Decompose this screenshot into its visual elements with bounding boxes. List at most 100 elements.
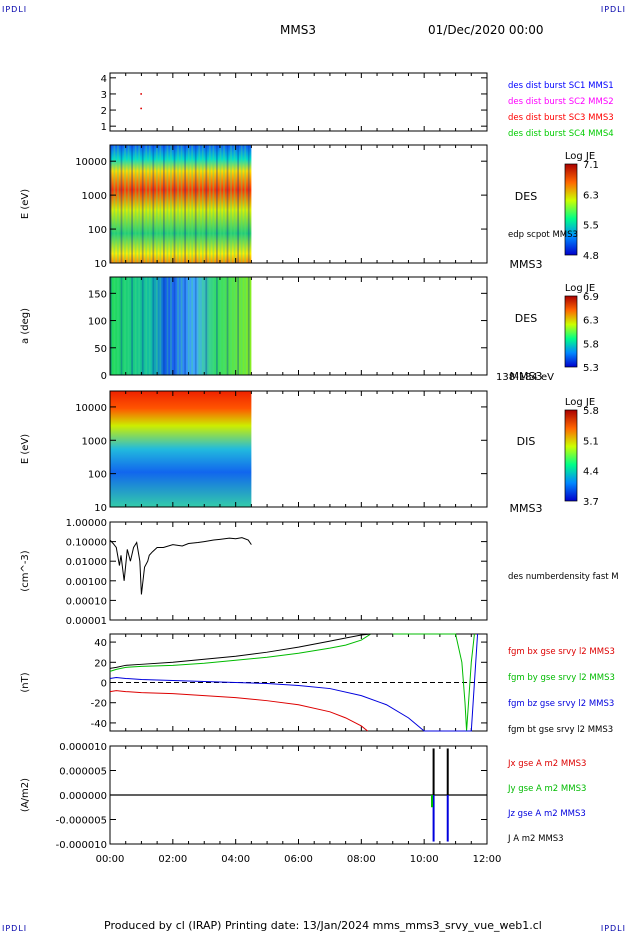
panel2-spectrogram-stripe [134, 145, 137, 263]
panel3-spectrogram-stripe [152, 277, 155, 375]
panel7-x-tick-label: 04:00 [221, 854, 250, 865]
panel6-series-line [109, 633, 475, 732]
panel6-series-line [109, 633, 479, 732]
panel3-spectrogram-stripe [240, 277, 243, 375]
panel2-spectrogram-stripe [247, 145, 250, 263]
panel7-x-tick-label: 00:00 [96, 854, 125, 865]
panel4-instrument-label: MMS3 [510, 502, 543, 515]
panel2-spectrogram-stripe [148, 145, 151, 263]
panel2-spectrogram-stripe [201, 145, 204, 263]
panel3-spectrogram-stripe [117, 277, 119, 375]
panel2-spectrogram-stripe [244, 145, 247, 263]
panel2-y-axis-label: E (eV) [20, 189, 31, 219]
panel3-spectrogram-stripe [113, 277, 116, 375]
panel5-frame [109, 521, 488, 621]
panel7-y-tick-label: 0.000010 [59, 742, 107, 753]
panel3-colorbar-tick-label: 5.8 [583, 339, 599, 350]
date-title: 01/Dec/2020 00:00 [428, 23, 544, 37]
panel7-legend-entry: Jz gse A m2 MMS3 [507, 809, 586, 819]
panel3-spectrogram-stripe [216, 277, 218, 375]
panel2-spectrogram-stripe [237, 145, 240, 263]
panel5-y-tick-label: 0.01000 [66, 557, 107, 568]
panel3-spectrogram [110, 277, 252, 375]
panel1-legend-entry: des dist burst SC1 MMS1 [508, 81, 614, 91]
panel3-spectrogram-stripe [219, 277, 222, 375]
panel3-spectrogram-stripe [148, 277, 151, 375]
panel2-spectrogram-stripe [180, 145, 183, 263]
panel2-spectrogram-stripe [219, 145, 222, 263]
panel3-spectrogram-stripe [141, 277, 144, 375]
panel6-y-tick-label: 0 [101, 679, 107, 690]
panel6-y-tick-label: -40 [91, 719, 107, 730]
panel3-spectrogram-stripe [155, 277, 158, 375]
panel6-y-tick-label: 40 [94, 638, 107, 649]
panel4-colorbar-tick-label: 4.4 [583, 467, 599, 478]
panel4-colorbar-tick-label: 5.1 [583, 436, 599, 447]
panel4-y-tick-label: 10000 [75, 403, 107, 414]
panel6-legend-entry: fgm bx gse srvy l2 MMS3 [508, 647, 615, 657]
panel3-spectrogram-stripe [187, 277, 190, 375]
panel3-spectrogram-stripe [163, 277, 165, 375]
panel7-x-tick-label: 06:00 [284, 854, 313, 865]
panel5-y-tick-label: 0.00010 [66, 596, 107, 607]
panel2-spectrogram-stripe [184, 145, 186, 263]
panel2-spectrogram-stripe [145, 145, 148, 263]
panel1-y-tick-label: 4 [101, 74, 107, 85]
panel2-spectrogram-stripe [191, 145, 194, 263]
panel3-spectrogram-stripe [247, 277, 250, 375]
panel6-y-tick-label: 20 [94, 658, 107, 669]
panel2-spectrogram-stripe [110, 145, 112, 263]
panel3-spectrogram-stripe [110, 277, 112, 375]
panel3-spectrogram-stripe [124, 277, 126, 375]
panel1-data-point [140, 107, 143, 110]
panel6-y-axis-label: (nT) [20, 672, 31, 692]
panel3-y-axis-label: a (deg) [20, 308, 31, 344]
panel3-spectrogram-stripe [201, 277, 204, 375]
panel3-spectrogram-stripe [173, 277, 176, 375]
panel3-colorbar [564, 295, 578, 368]
panel3-spectrogram-stripe [230, 277, 232, 375]
panel3-spectrogram-stripe [166, 277, 169, 375]
panel4-colorbar [564, 409, 578, 502]
panel3-spectrogram-stripe [194, 277, 197, 375]
panel2-colorbar-tick-label: 4.8 [583, 251, 599, 262]
panel2-spectrogram-stripe [230, 145, 232, 263]
panel3-spectrogram-stripe [131, 277, 133, 375]
panel3-spectrogram-stripe [208, 277, 211, 375]
panel5-y-tick-label: 0.00100 [66, 577, 107, 588]
panel1-frame [109, 72, 488, 132]
panel1-legend-entry: des dist burst SC2 MMS2 [508, 97, 614, 107]
panel2-spectrogram-stripe [120, 145, 123, 263]
panel2-spectrogram-stripe [205, 145, 208, 263]
panel6-y-tick-label: -20 [91, 699, 107, 710]
panel5-y-tick-label: 0.00001 [66, 616, 107, 627]
panel3-spectrogram-stripe [120, 277, 123, 375]
panel3-spectrogram-stripe [223, 277, 225, 375]
panel5-density-line [109, 537, 252, 595]
panel6-legend-entry: fgm by gse srvy l2 MMS3 [508, 673, 615, 683]
panel5-legend-entry: des numberdensity fast M [508, 572, 619, 582]
spacecraft-title: MMS3 [280, 23, 316, 37]
panel3-colorbar-tick-label: 6.9 [583, 292, 599, 303]
panel2-spectrogram-stripe [198, 145, 201, 263]
panel2-spectrogram [110, 145, 252, 263]
panel2-spectrogram-stripe [163, 145, 165, 263]
panel7-y-tick-label: 0.000005 [59, 767, 107, 778]
panel1-y-tick-label: 1 [101, 122, 107, 133]
panel3-spectrogram-stripe [134, 277, 137, 375]
panel3-y-tick-label: 150 [88, 289, 107, 300]
panel2-colorbar-title: Log JE [565, 151, 595, 162]
panel2-annotation: edp scpot MMS3 [508, 230, 578, 240]
panel7-x-tick-label: 02:00 [158, 854, 187, 865]
panel2-y-tick-label: 100 [88, 225, 107, 236]
panel5-y-tick-label: 0.10000 [66, 538, 107, 549]
panel7-x-tick-label: 08:00 [347, 854, 376, 865]
panel2-spectrogram-stripe [138, 145, 141, 263]
panel3-spectrogram-stripe [170, 277, 172, 375]
panel3-colorbar-tick-label: 6.3 [583, 316, 599, 327]
panel2-spectrogram-stripe [240, 145, 243, 263]
panel2-species-label: DES [515, 190, 537, 203]
panel7-y-axis-label: (A/m2) [20, 778, 31, 812]
panel2-spectrogram-stripe [216, 145, 218, 263]
panel3-spectrogram-stripe [127, 277, 130, 375]
